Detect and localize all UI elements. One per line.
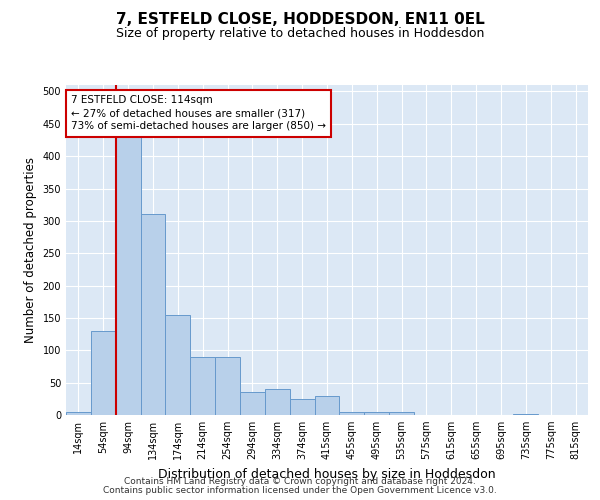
Bar (116, 137, 140, 415)
Text: Contains public sector information licensed under the Open Government Licence v3: Contains public sector information licen… (103, 486, 497, 495)
Bar (140, 214, 166, 415)
Bar (166, 314, 190, 415)
Y-axis label: Number of detached properties: Number of detached properties (24, 157, 37, 343)
Text: Size of property relative to detached houses in Hoddesdon: Size of property relative to detached ho… (116, 28, 484, 40)
Bar (514, 414, 538, 415)
X-axis label: Distribution of detached houses by size in Hoddesdon: Distribution of detached houses by size … (158, 468, 496, 480)
Bar (190, 357, 215, 415)
Bar (265, 389, 290, 415)
Bar (91, 331, 116, 415)
Bar (364, 412, 389, 415)
Bar (314, 396, 340, 415)
Bar (340, 412, 364, 415)
Text: 7, ESTFELD CLOSE, HODDESDON, EN11 0EL: 7, ESTFELD CLOSE, HODDESDON, EN11 0EL (116, 12, 484, 28)
Bar (290, 399, 314, 415)
Bar (389, 412, 414, 415)
Bar (240, 392, 265, 415)
Text: 7 ESTFELD CLOSE: 114sqm
← 27% of detached houses are smaller (317)
73% of semi-d: 7 ESTFELD CLOSE: 114sqm ← 27% of detache… (71, 95, 326, 132)
Bar (66, 412, 91, 415)
Text: Contains HM Land Registry data © Crown copyright and database right 2024.: Contains HM Land Registry data © Crown c… (124, 477, 476, 486)
Bar (215, 357, 240, 415)
